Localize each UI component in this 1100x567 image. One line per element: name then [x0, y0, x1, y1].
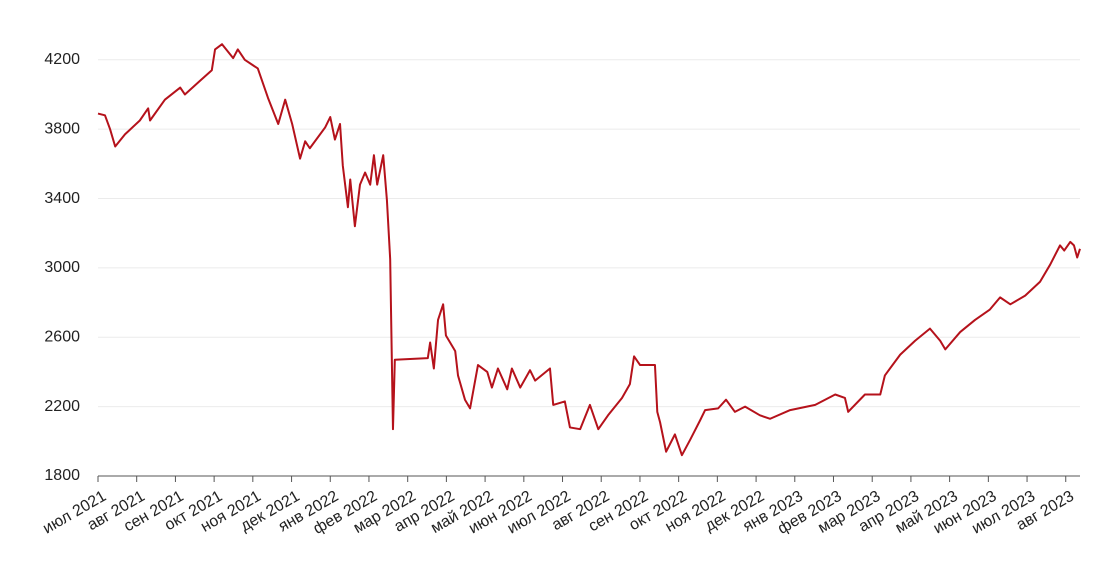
y-tick-label: 3000 — [44, 259, 80, 276]
y-tick-label: 1800 — [44, 467, 80, 484]
y-tick-label: 4200 — [44, 51, 80, 68]
y-tick-label: 3800 — [44, 120, 80, 137]
y-tick-label: 2600 — [44, 328, 80, 345]
y-tick-label: 2200 — [44, 398, 80, 415]
price-line — [97, 43, 1081, 457]
y-tick-label: 3400 — [44, 190, 80, 207]
